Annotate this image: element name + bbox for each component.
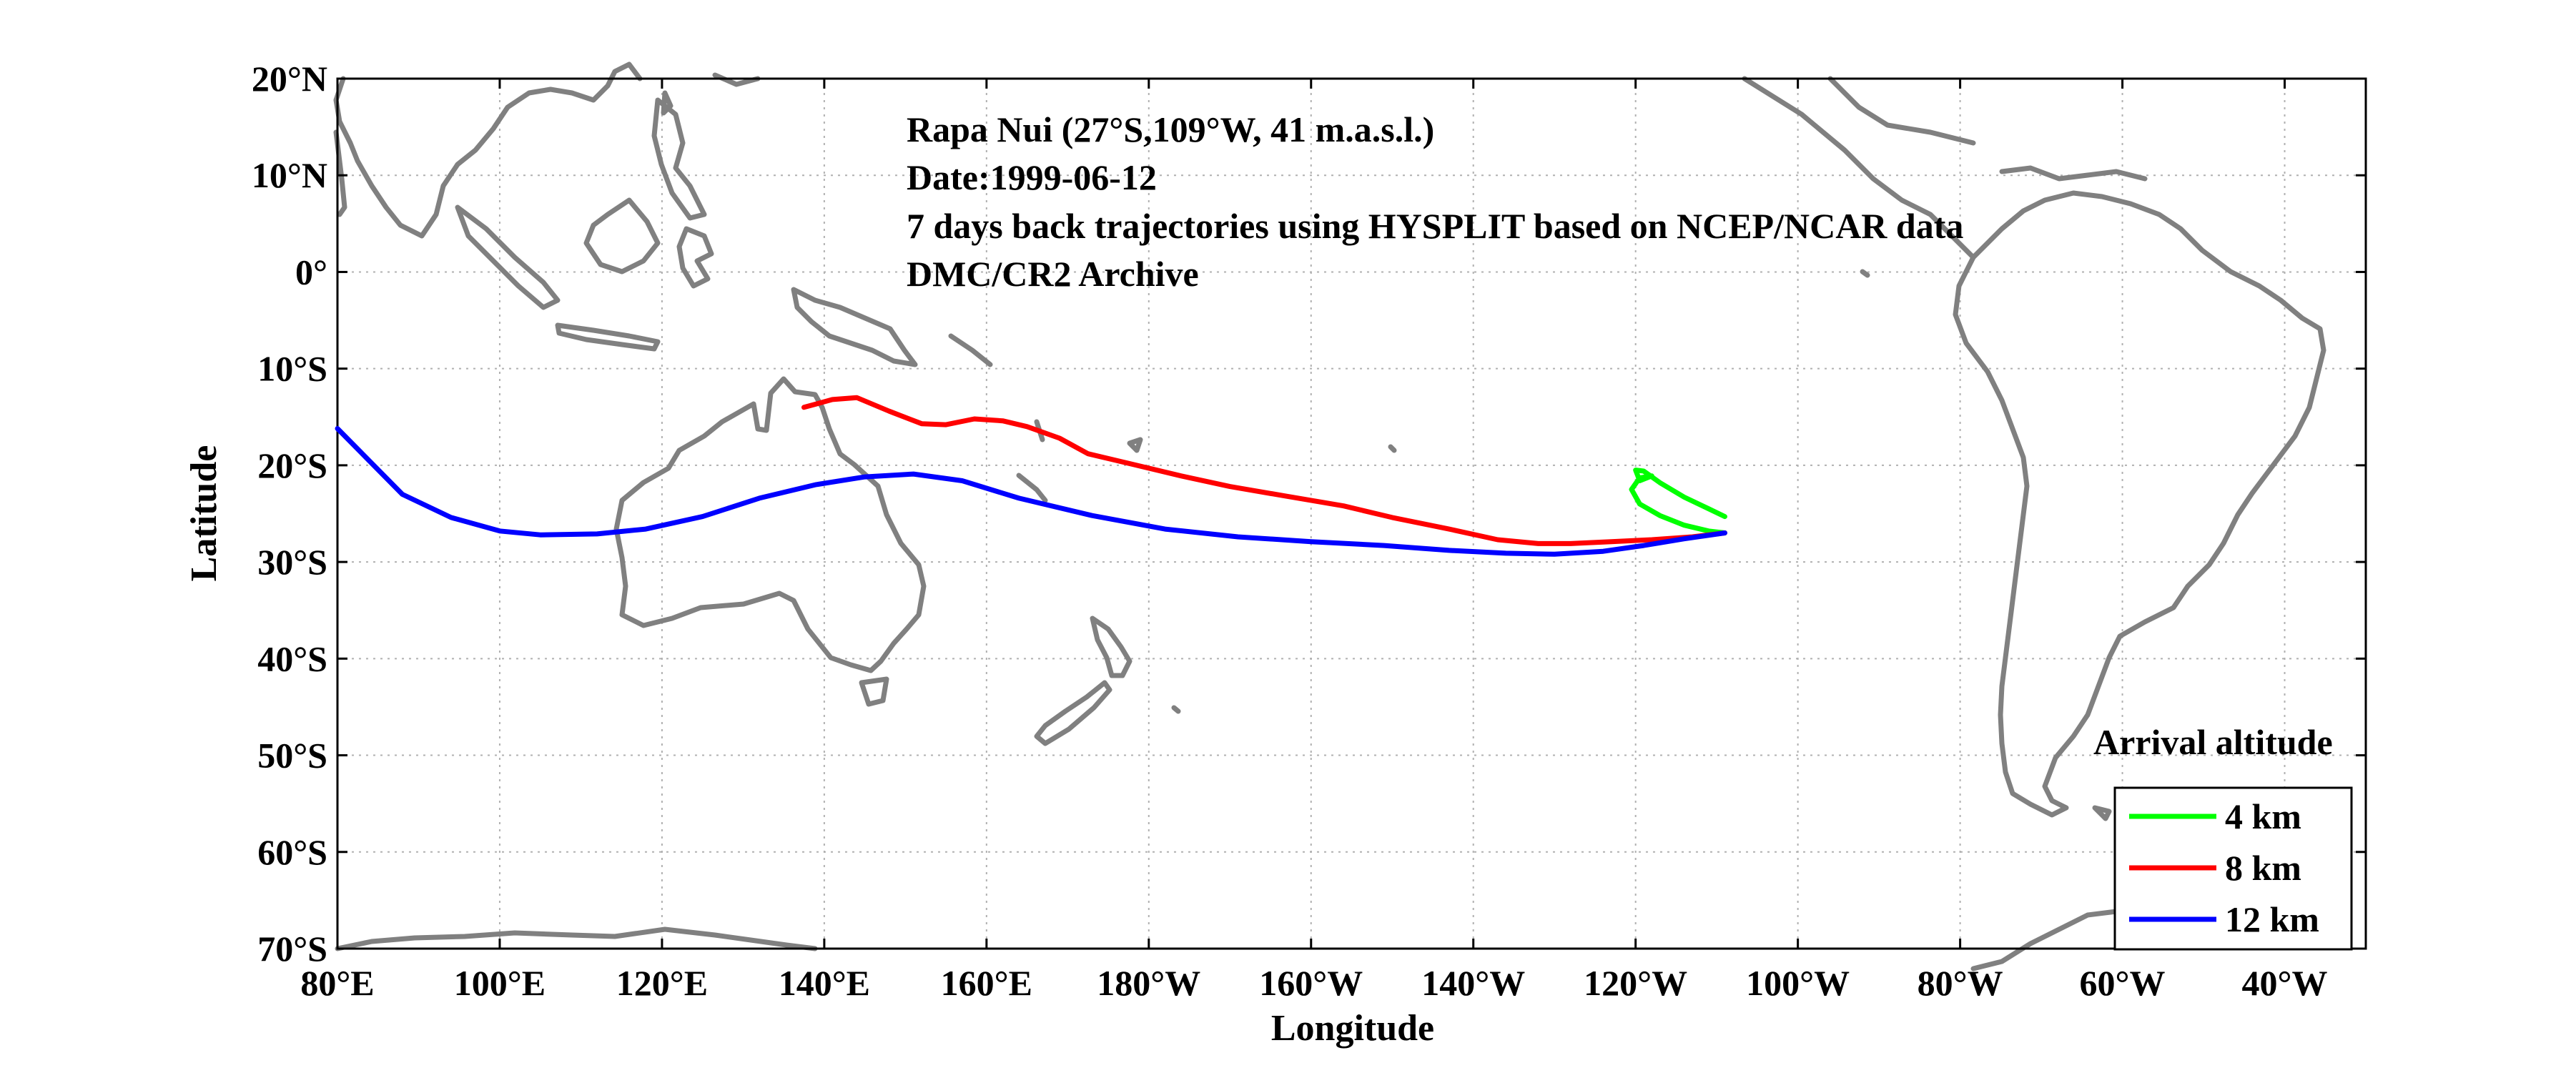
x-tick-label: 60°W <box>2080 963 2166 1003</box>
coastline-new-zealand-south <box>1034 680 1112 746</box>
coastline-gulf-mexico <box>1827 76 1976 146</box>
annotation-block: Rapa Nui (27°S,109°W, 41 m.a.s.l.) Date:… <box>907 109 1963 294</box>
legend-label: 12 km <box>2225 899 2319 939</box>
y-tick-marks <box>337 77 2366 950</box>
coastline-galapagos <box>1860 269 1870 278</box>
x-tick-label: 160°E <box>941 963 1032 1003</box>
legend-label: 8 km <box>2225 848 2301 888</box>
x-tick-label: 160°W <box>1259 963 1363 1003</box>
y-tick-label: 40°S <box>257 638 327 678</box>
y-tick-label: 20°S <box>257 445 327 485</box>
coastline-south-america <box>1953 190 2326 818</box>
annotation-method: 7 days back trajectories using HYSPLIT b… <box>907 206 1963 246</box>
coastline-caribbean <box>1999 165 2148 182</box>
x-axis-label: Longitude <box>1271 1008 1434 1049</box>
legend-label: 4 km <box>2225 796 2301 836</box>
y-tick-labels: 20°N 10°N 0° 10°S 20°S 30°S 40°S 50°S 60°S 70°S <box>252 59 327 969</box>
coastline-solomon-islands <box>948 333 993 367</box>
coastline-small-island-b <box>1171 705 1181 714</box>
coastline-philippines <box>651 97 707 221</box>
coastline-taiwan <box>661 90 673 116</box>
x-tick-label: 80°W <box>1918 963 2003 1003</box>
y-tick-label: 70°S <box>257 929 327 969</box>
trajectory-lines <box>335 395 1727 557</box>
x-tick-label: 140°W <box>1421 963 1525 1003</box>
y-tick-label: 50°S <box>257 736 327 776</box>
annotation-archive: DMC/CR2 Archive <box>907 254 1199 294</box>
x-tick-label: 80°E <box>300 963 374 1003</box>
y-tick-label: 20°N <box>252 59 327 99</box>
trajectory-4km <box>1629 468 1727 535</box>
x-tick-labels: 80°E 100°E 120°E 140°E 160°E 180°W 160°W 140°W 1… <box>300 963 2327 1003</box>
coastline-sulawesi <box>676 226 714 289</box>
x-tick-label: 120°E <box>616 963 708 1003</box>
trajectory-8km <box>801 395 1727 546</box>
x-tick-label: 120°W <box>1584 963 1687 1003</box>
coastline-india <box>333 129 347 217</box>
y-tick-label: 0° <box>295 252 327 292</box>
x-tick-label: 180°W <box>1097 963 1200 1003</box>
coastline-north-america <box>1742 76 1976 260</box>
coastline-asia-mainland <box>333 61 643 239</box>
y-tick-label: 60°S <box>257 832 327 872</box>
legend: Arrival altitude 4 km 8 km 12 km <box>2093 722 2353 951</box>
coastline-new-zealand-north <box>1090 615 1132 678</box>
axes-frame <box>336 77 2367 950</box>
coastline-fiji <box>1127 437 1143 453</box>
coastline-falkland-islands <box>2092 805 2112 821</box>
x-tick-label: 40°W <box>2242 963 2328 1003</box>
y-tick-label: 10°N <box>252 155 327 195</box>
y-axis-label: Latitude <box>184 445 224 582</box>
y-tick-label: 10°S <box>257 349 327 389</box>
x-tick-label: 140°E <box>779 963 870 1003</box>
legend-entries: 4 km 8 km 12 km <box>2129 796 2319 939</box>
coastlines <box>333 61 2326 971</box>
x-tick-label: 100°E <box>454 963 546 1003</box>
coastline-new-guinea <box>791 287 918 367</box>
coastline-tasmania <box>859 676 889 707</box>
coastline-java <box>555 322 661 352</box>
coastline-small-island-a <box>1388 444 1397 453</box>
coastline-borneo <box>583 197 661 275</box>
trajectory-12km <box>335 426 1727 557</box>
coastline-sumatra <box>455 204 561 310</box>
annotation-date: Date:1999-06-12 <box>907 157 1157 197</box>
y-tick-label: 30°S <box>257 542 327 582</box>
coastline-antarctica <box>335 926 818 951</box>
legend-title: Arrival altitude <box>2093 722 2333 762</box>
x-tick-label: 100°W <box>1746 963 1850 1003</box>
annotation-station: Rapa Nui (27°S,109°W, 41 m.a.s.l.) <box>907 109 1434 149</box>
coastline-new-caledonia <box>1016 473 1048 503</box>
